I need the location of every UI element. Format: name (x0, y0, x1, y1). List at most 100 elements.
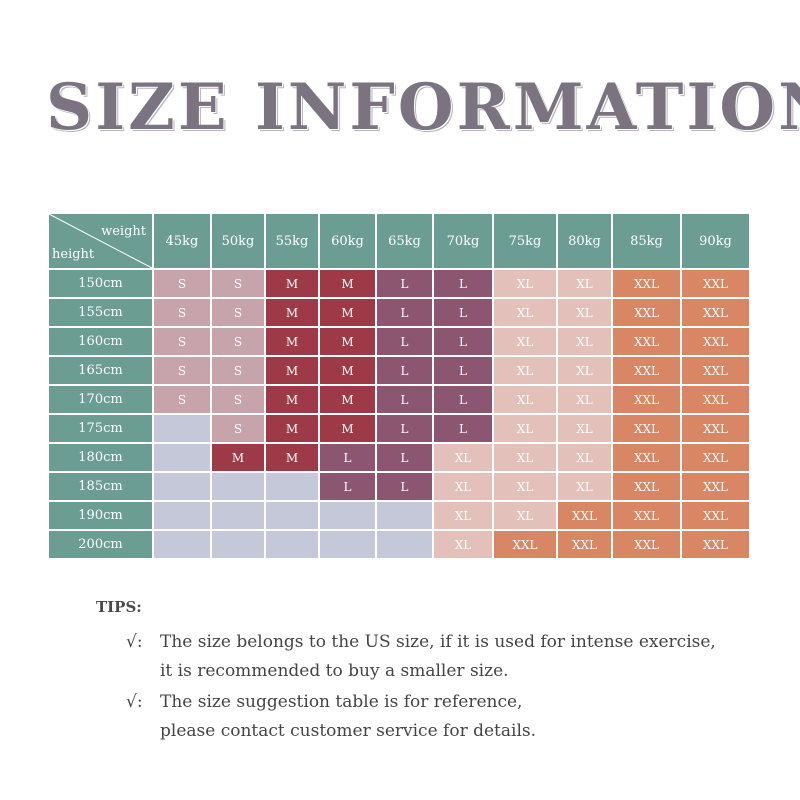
size-cell: XXL (682, 415, 749, 442)
table-row: 150cm S S M M L L XL XL XXL XXL (49, 270, 749, 297)
size-cell: XXL (682, 502, 749, 529)
size-cell: M (320, 386, 375, 413)
size-cell: XL (558, 270, 611, 297)
size-cell: XXL (494, 531, 556, 558)
table-row: 185cm L L XL XL XL XXL XXL (49, 473, 749, 500)
tip-text-line: The size suggestion table is for referen… (160, 692, 523, 712)
size-cell: XL (494, 299, 556, 326)
height-header-cell: 165cm (49, 357, 152, 384)
size-cell: XL (434, 502, 492, 529)
size-cell: XXL (613, 531, 680, 558)
size-cell: XL (494, 415, 556, 442)
empty-size-cell (154, 444, 210, 471)
tip-item: √: The size belongs to the US size, if it… (126, 628, 716, 686)
size-cell: XL (434, 531, 492, 558)
tip-text-line: please contact customer service for deta… (160, 721, 537, 741)
weight-header-cell: 85kg (613, 214, 680, 268)
table-row: 175cm S M M L L XL XL XXL XXL (49, 415, 749, 442)
size-cell: XXL (558, 502, 611, 529)
size-cell: XXL (613, 270, 680, 297)
size-cell: M (266, 415, 318, 442)
size-cell: M (320, 415, 375, 442)
empty-size-cell (212, 531, 264, 558)
size-cell: XL (494, 328, 556, 355)
height-header-cell: 175cm (49, 415, 152, 442)
weight-header-cell: 75kg (494, 214, 556, 268)
table-row: 155cm S S M M L L XL XL XXL XXL (49, 299, 749, 326)
empty-size-cell (154, 473, 210, 500)
size-cell: XL (558, 299, 611, 326)
size-cell: M (266, 444, 318, 471)
size-cell: M (266, 299, 318, 326)
size-cell: L (377, 444, 432, 471)
size-cell: S (212, 328, 264, 355)
size-cell: XXL (613, 299, 680, 326)
size-cell: XL (558, 357, 611, 384)
size-cell: L (434, 386, 492, 413)
check-mark-icon: √: (126, 632, 143, 652)
size-cell: M (320, 299, 375, 326)
size-cell: XXL (613, 473, 680, 500)
height-header-cell: 185cm (49, 473, 152, 500)
size-chart-table: weight height 45kg 50kg 55kg 60kg 65kg 70kg 75… (47, 212, 751, 560)
tips-label: TIPS: (96, 598, 142, 616)
weight-header-row: weight height 45kg 50kg 55kg 60kg 65kg 70kg 75… (49, 214, 749, 268)
height-header-cell: 170cm (49, 386, 152, 413)
table-row: 170cm S S M M L L XL XL XXL XXL (49, 386, 749, 413)
size-cell: L (377, 357, 432, 384)
size-cell: XL (494, 270, 556, 297)
size-cell: M (320, 270, 375, 297)
empty-size-cell (377, 502, 432, 529)
size-cell: L (377, 415, 432, 442)
size-cell: XL (494, 386, 556, 413)
size-cell: L (377, 386, 432, 413)
height-header-cell: 200cm (49, 531, 152, 558)
table-row: 200cm XL XXL XXL XXL XXL (49, 531, 749, 558)
size-cell: S (212, 357, 264, 384)
table-row: 160cm S S M M L L XL XL XXL XXL (49, 328, 749, 355)
size-cell: S (154, 386, 210, 413)
height-header-cell: 150cm (49, 270, 152, 297)
size-cell: L (377, 270, 432, 297)
size-cell: M (266, 328, 318, 355)
page-title: SIZE INFORMATION (46, 70, 800, 145)
size-cell: L (377, 328, 432, 355)
tip-item: √: The size suggestion table is for refer… (126, 688, 536, 746)
size-cell: L (434, 328, 492, 355)
weight-header-cell: 60kg (320, 214, 375, 268)
size-cell: XL (434, 444, 492, 471)
size-cell: XL (558, 328, 611, 355)
size-cell: XL (494, 357, 556, 384)
size-cell: XXL (682, 299, 749, 326)
size-cell: L (434, 357, 492, 384)
empty-size-cell (377, 531, 432, 558)
empty-size-cell (320, 531, 375, 558)
empty-size-cell (154, 415, 210, 442)
weight-header-cell: 70kg (434, 214, 492, 268)
size-cell: XXL (682, 473, 749, 500)
size-cell: XXL (682, 531, 749, 558)
empty-size-cell (154, 502, 210, 529)
size-cell: S (212, 415, 264, 442)
weight-header-cell: 45kg (154, 214, 210, 268)
size-cell: S (212, 386, 264, 413)
size-cell: L (377, 473, 432, 500)
size-cell: XL (558, 444, 611, 471)
size-cell: M (266, 386, 318, 413)
empty-size-cell (266, 502, 318, 529)
size-cell: L (434, 415, 492, 442)
empty-size-cell (320, 502, 375, 529)
size-cell: L (320, 444, 375, 471)
size-cell: M (266, 270, 318, 297)
size-cell: XXL (682, 270, 749, 297)
table-row: 165cm S S M M L L XL XL XXL XXL (49, 357, 749, 384)
size-cell: XXL (682, 444, 749, 471)
weight-header-cell: 50kg (212, 214, 264, 268)
empty-size-cell (266, 473, 318, 500)
tip-text-line: The size belongs to the US size, if it i… (160, 632, 716, 652)
height-header-cell: 155cm (49, 299, 152, 326)
weight-header-cell: 90kg (682, 214, 749, 268)
height-header-cell: 190cm (49, 502, 152, 529)
size-cell: L (320, 473, 375, 500)
size-cell: XL (494, 444, 556, 471)
